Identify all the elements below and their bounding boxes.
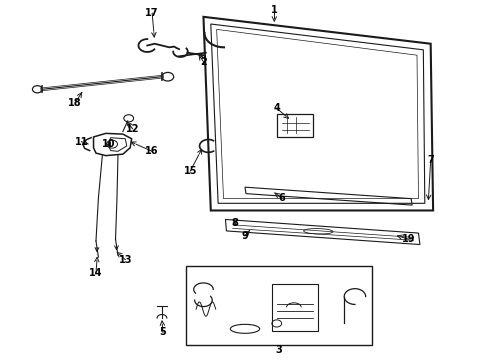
Text: 11: 11 bbox=[74, 137, 88, 147]
Text: 14: 14 bbox=[89, 268, 103, 278]
Text: 8: 8 bbox=[232, 218, 239, 228]
Text: 5: 5 bbox=[160, 327, 166, 337]
Text: 18: 18 bbox=[68, 98, 82, 108]
Text: 4: 4 bbox=[273, 103, 280, 113]
Text: 6: 6 bbox=[278, 193, 285, 203]
Text: 10: 10 bbox=[102, 139, 116, 149]
Text: 3: 3 bbox=[276, 345, 283, 355]
Bar bbox=[186, 266, 372, 345]
Text: 19: 19 bbox=[402, 234, 416, 244]
Text: 9: 9 bbox=[242, 231, 248, 240]
Text: 13: 13 bbox=[119, 255, 132, 265]
Text: 16: 16 bbox=[146, 146, 159, 156]
Text: 7: 7 bbox=[427, 155, 434, 165]
Text: 2: 2 bbox=[200, 57, 207, 67]
Bar bbox=[272, 284, 319, 330]
Text: 12: 12 bbox=[126, 124, 139, 134]
Text: 15: 15 bbox=[184, 166, 197, 176]
Text: 1: 1 bbox=[271, 5, 278, 15]
Bar bbox=[277, 114, 314, 137]
Text: 17: 17 bbox=[146, 8, 159, 18]
